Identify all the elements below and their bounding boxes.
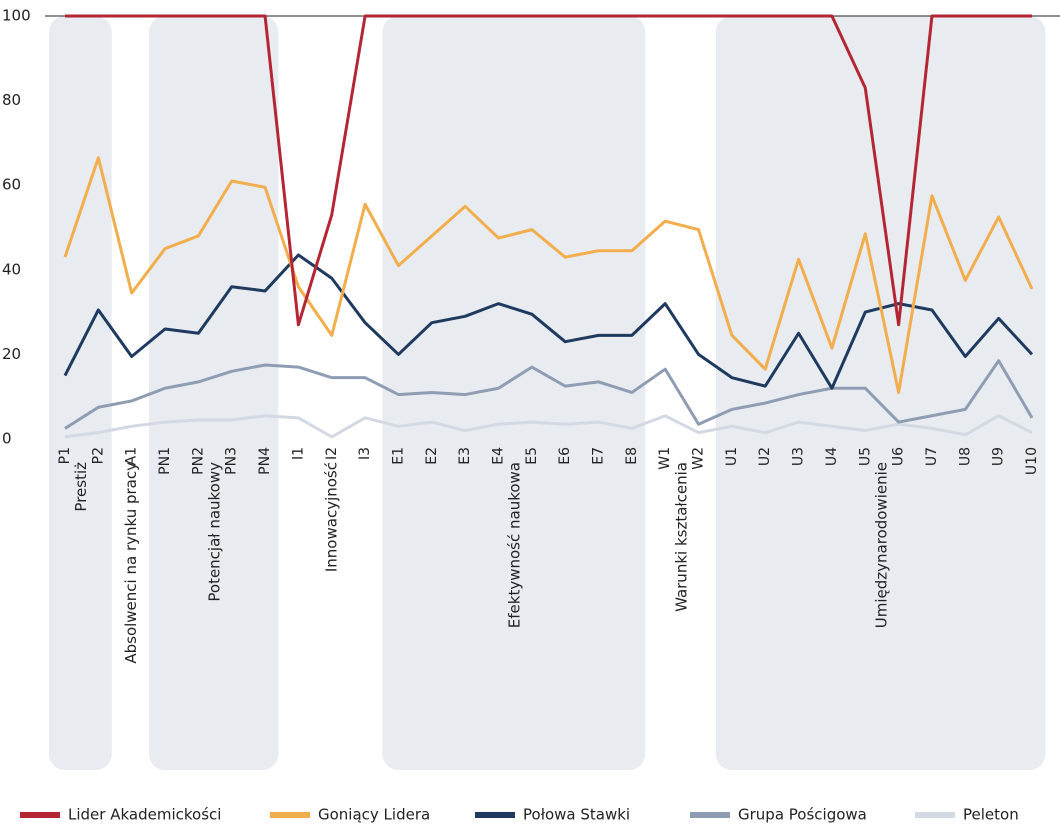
group-label: Innowacyjność (322, 462, 340, 572)
group-label: Warunki kształcenia (672, 462, 690, 612)
legend-label: Peleton (963, 806, 1019, 824)
legend-item: Lider Akademickości (20, 806, 221, 824)
x-tick-label: I2 (324, 447, 340, 460)
x-tick-label: E1 (390, 447, 406, 465)
legend-swatch (690, 812, 730, 818)
x-tick-label: U9 (991, 447, 1007, 466)
legend-swatch (915, 812, 955, 818)
y-tick-label: 80 (2, 91, 21, 109)
y-tick-label: 60 (2, 176, 21, 194)
x-tick-label: U10 (1024, 447, 1040, 475)
x-tick-label: I3 (357, 447, 373, 460)
series-line (64, 414, 1033, 439)
group-label: Absolwenci na rynku pracy (122, 462, 140, 664)
legend-label: Goniący Lidera (318, 806, 430, 824)
x-tick-label: U6 (891, 447, 907, 466)
legend-item: Goniący Lidera (270, 806, 430, 824)
y-tick-label: 100 (2, 7, 31, 25)
x-tick-label: W2 (691, 447, 707, 470)
x-tick-label: A1 (124, 447, 140, 465)
x-tick-label: E8 (624, 447, 640, 465)
x-tick-label: I1 (290, 447, 306, 460)
x-tick-label: W1 (657, 447, 673, 470)
legend-label: Połowa Stawki (523, 806, 630, 824)
legend-swatch (270, 812, 310, 818)
legend-item: Grupa Pościgowa (690, 806, 867, 824)
y-tick-label: 0 (2, 430, 12, 448)
legend-label: Lider Akademickości (68, 806, 221, 824)
x-tick-label: E4 (490, 447, 506, 465)
y-tick-label: 40 (2, 260, 21, 278)
x-tick-label: U7 (924, 447, 940, 466)
x-tick-label: P2 (90, 447, 106, 464)
group-label: Prestiż (72, 462, 90, 512)
legend-swatch (20, 812, 60, 818)
x-tick-label: U2 (757, 447, 773, 466)
x-tick-label: P1 (57, 447, 73, 464)
x-tick-label: U1 (724, 447, 740, 466)
x-tick-label: PN3 (224, 447, 240, 475)
group-band (48, 16, 112, 770)
x-tick-label: PN2 (190, 447, 206, 475)
y-tick-label: 20 (2, 345, 21, 363)
group-band (382, 16, 646, 770)
group-label: Umiędzynarodowienie (872, 462, 890, 628)
legend-swatch (475, 812, 515, 818)
legend-label: Grupa Pościgowa (738, 806, 867, 824)
x-tick-label: U3 (791, 447, 807, 466)
x-tick-label: E5 (524, 447, 540, 465)
x-tick-label: U5 (857, 447, 873, 466)
legend-item: Połowa Stawki (475, 806, 630, 824)
group-label: Efektywność naukowa (506, 462, 524, 628)
x-tick-label: E2 (424, 447, 440, 465)
x-tick-label: PN4 (257, 447, 273, 475)
legend-item: Peleton (915, 806, 1019, 824)
x-tick-label: U8 (957, 447, 973, 466)
x-tick-label: U4 (824, 447, 840, 466)
group-label: Potencjał naukowy (206, 462, 224, 602)
x-tick-label: PN1 (157, 447, 173, 475)
group-band (149, 16, 279, 770)
x-tick-label: E3 (457, 447, 473, 465)
x-tick-label: E6 (557, 447, 573, 465)
x-tick-label: E7 (591, 447, 607, 465)
series-line (63, 253, 1034, 390)
series-line (63, 156, 1034, 394)
series-line (64, 359, 1034, 430)
series-line (65, 14, 1032, 327)
group-band (715, 16, 1046, 770)
